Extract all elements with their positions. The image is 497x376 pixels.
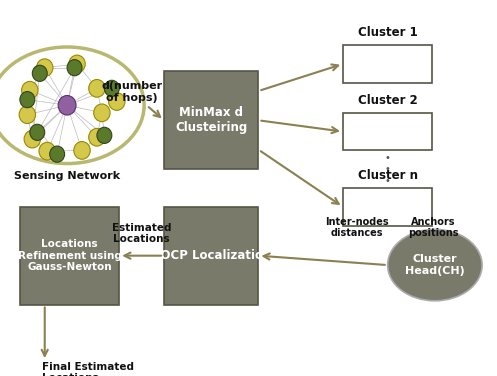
Ellipse shape bbox=[39, 143, 56, 160]
Ellipse shape bbox=[20, 91, 35, 108]
Ellipse shape bbox=[58, 96, 76, 115]
Ellipse shape bbox=[50, 146, 65, 162]
Text: MinMax d
Clusteiring: MinMax d Clusteiring bbox=[175, 106, 248, 134]
FancyBboxPatch shape bbox=[164, 207, 258, 305]
Circle shape bbox=[0, 47, 144, 164]
Text: Final Estimated
Locations: Final Estimated Locations bbox=[42, 362, 134, 376]
Text: Cluster 2: Cluster 2 bbox=[358, 94, 417, 107]
Ellipse shape bbox=[32, 65, 47, 82]
FancyBboxPatch shape bbox=[343, 45, 432, 83]
FancyBboxPatch shape bbox=[164, 71, 258, 169]
Ellipse shape bbox=[93, 104, 110, 122]
FancyBboxPatch shape bbox=[343, 188, 432, 226]
Ellipse shape bbox=[74, 141, 90, 159]
Text: Cluster n: Cluster n bbox=[358, 169, 417, 182]
Text: Sensing Network: Sensing Network bbox=[14, 171, 120, 181]
Ellipse shape bbox=[19, 106, 36, 124]
Text: Locations
Refinement using
Gauss-Newton: Locations Refinement using Gauss-Newton bbox=[17, 239, 122, 272]
Text: SOCP Localization: SOCP Localization bbox=[152, 249, 271, 262]
Text: •
•
•: • • • bbox=[385, 153, 391, 186]
Ellipse shape bbox=[37, 59, 53, 77]
Ellipse shape bbox=[24, 130, 41, 148]
Ellipse shape bbox=[88, 80, 105, 97]
Text: d(number
of hops): d(number of hops) bbox=[101, 81, 162, 103]
Ellipse shape bbox=[30, 124, 45, 141]
Ellipse shape bbox=[108, 92, 125, 111]
FancyBboxPatch shape bbox=[20, 207, 119, 305]
Text: Anchors
positions: Anchors positions bbox=[408, 217, 458, 238]
Ellipse shape bbox=[97, 127, 112, 143]
Ellipse shape bbox=[69, 55, 85, 73]
Text: Cluster 1: Cluster 1 bbox=[358, 26, 417, 39]
Ellipse shape bbox=[88, 129, 105, 146]
Ellipse shape bbox=[104, 80, 119, 97]
Circle shape bbox=[388, 229, 482, 301]
Ellipse shape bbox=[22, 82, 38, 99]
Text: Cluster
Head(CH): Cluster Head(CH) bbox=[405, 254, 465, 276]
FancyBboxPatch shape bbox=[343, 113, 432, 150]
Text: Estimated
Locations: Estimated Locations bbox=[112, 223, 171, 244]
Ellipse shape bbox=[67, 60, 82, 76]
Text: Inter-nodes
distances: Inter-nodes distances bbox=[326, 217, 389, 238]
